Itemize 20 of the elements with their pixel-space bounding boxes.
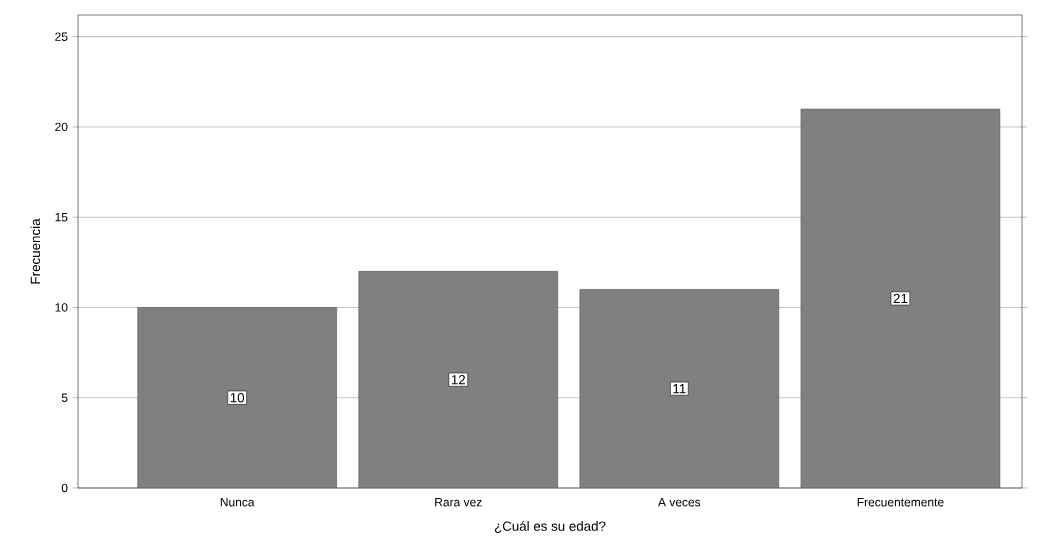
x-tick-label: A veces [658,498,701,507]
y-tick-label: 20 [55,122,68,132]
x-tick-label: Rara vez [435,498,482,507]
y-axis-title: Frecuencia [30,218,41,284]
data-label: 10 [230,393,245,403]
data-label: 12 [451,375,466,385]
bar [137,307,337,488]
y-tick-label: 0 [61,483,68,493]
data-label: 11 [673,384,686,394]
y-tick-label: 25 [55,32,68,41]
y-tick-label: 5 [61,393,68,402]
bar [800,108,1001,488]
x-tick-label: Nunca [220,498,255,507]
bar [579,289,780,488]
bar [358,271,559,488]
x-axis-title: ¿Cuál es su edad? [494,520,606,533]
y-tick-label: 15 [55,213,68,222]
y-tick-label: 10 [55,303,68,312]
x-tick-label: Frecuentemente [857,498,944,507]
data-label: 21 [893,293,908,304]
